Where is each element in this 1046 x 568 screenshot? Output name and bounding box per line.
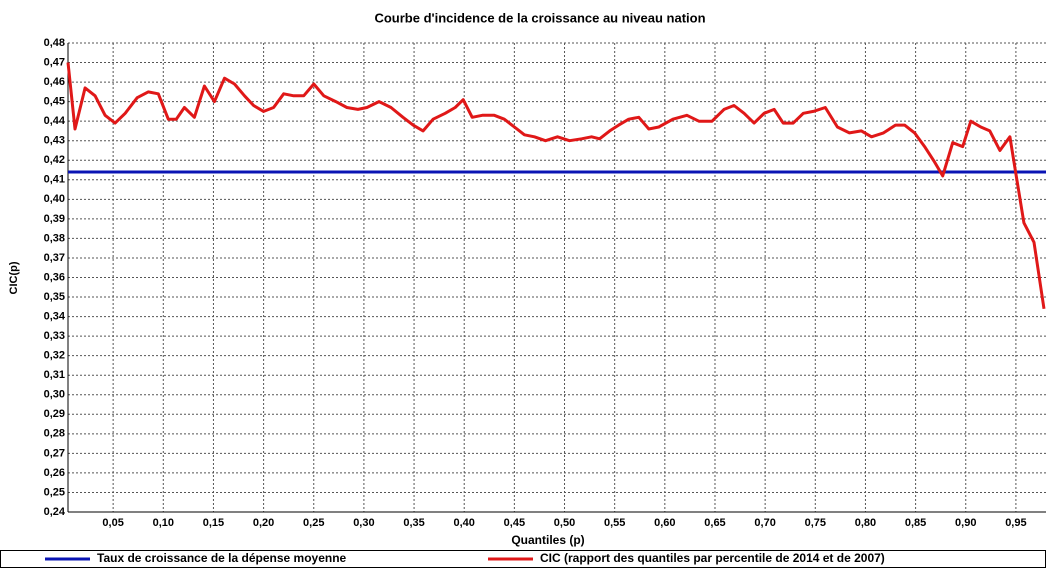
y-tick-label: 0,38 [44,232,65,244]
legend-label: Taux de croissance de la dépense moyenne [97,551,347,565]
y-tick-label: 0,42 [44,154,65,166]
y-tick-label: 0,29 [44,408,65,420]
y-tick-label: 0,35 [44,291,65,303]
y-tick-label: 0,32 [44,350,65,362]
y-tick-label: 0,31 [44,369,65,381]
x-tick-label: 0,20 [253,517,274,529]
x-tick-label: 0,30 [353,517,374,529]
y-tick-label: 0,43 [44,135,65,147]
y-tick-label: 0,40 [44,193,65,205]
x-tick-label: 0,35 [403,517,424,529]
x-tick-label: 0,80 [855,517,876,529]
y-tick-label: 0,24 [44,506,66,518]
y-tick-label: 0,27 [44,447,65,459]
y-tick-label: 0,33 [44,330,65,342]
x-axis-title: Quantiles (p) [511,533,584,547]
x-tick-label: 0,60 [654,517,675,529]
series-line [66,62,1046,310]
x-tick-label: 0,95 [1005,517,1026,529]
y-axis-title: CIC(p) [8,261,20,294]
y-tick-label: 0,44 [44,115,66,127]
x-tick-label: 0,15 [203,517,224,529]
y-tick-label: 0,46 [44,76,65,88]
x-tick-label: 0,65 [704,517,725,529]
x-tick-label: 0,70 [754,517,775,529]
y-tick-label: 0,26 [44,467,65,479]
y-tick-label: 0,25 [44,486,65,498]
x-tick-label: 0,90 [955,517,976,529]
x-tick-label: 0,85 [905,517,926,529]
x-tick-label: 0,10 [153,517,174,529]
x-tick-label: 0,75 [805,517,826,529]
y-tick-label: 0,30 [44,389,65,401]
x-tick-label: 0,05 [102,517,123,529]
x-tick-label: 0,25 [303,517,324,529]
y-tick-label: 0,36 [44,271,65,283]
x-tick-label: 0,55 [604,517,625,529]
y-tick-label: 0,34 [44,310,66,322]
y-tick-label: 0,45 [44,96,65,108]
y-tick-label: 0,47 [44,56,65,68]
legend-label: CIC (rapport des quantiles par percentil… [540,551,885,565]
y-tick-label: 0,37 [44,252,65,264]
y-tick-label: 0,48 [44,37,65,49]
y-tick-label: 0,39 [44,213,65,225]
chart-title: Courbe d'incidence de la croissance au n… [374,10,705,25]
x-tick-label: 0,40 [454,517,475,529]
y-tick-label: 0,28 [44,428,65,440]
x-tick-label: 0,45 [504,517,525,529]
y-tick-label: 0,41 [44,174,65,186]
x-tick-label: 0,50 [554,517,575,529]
